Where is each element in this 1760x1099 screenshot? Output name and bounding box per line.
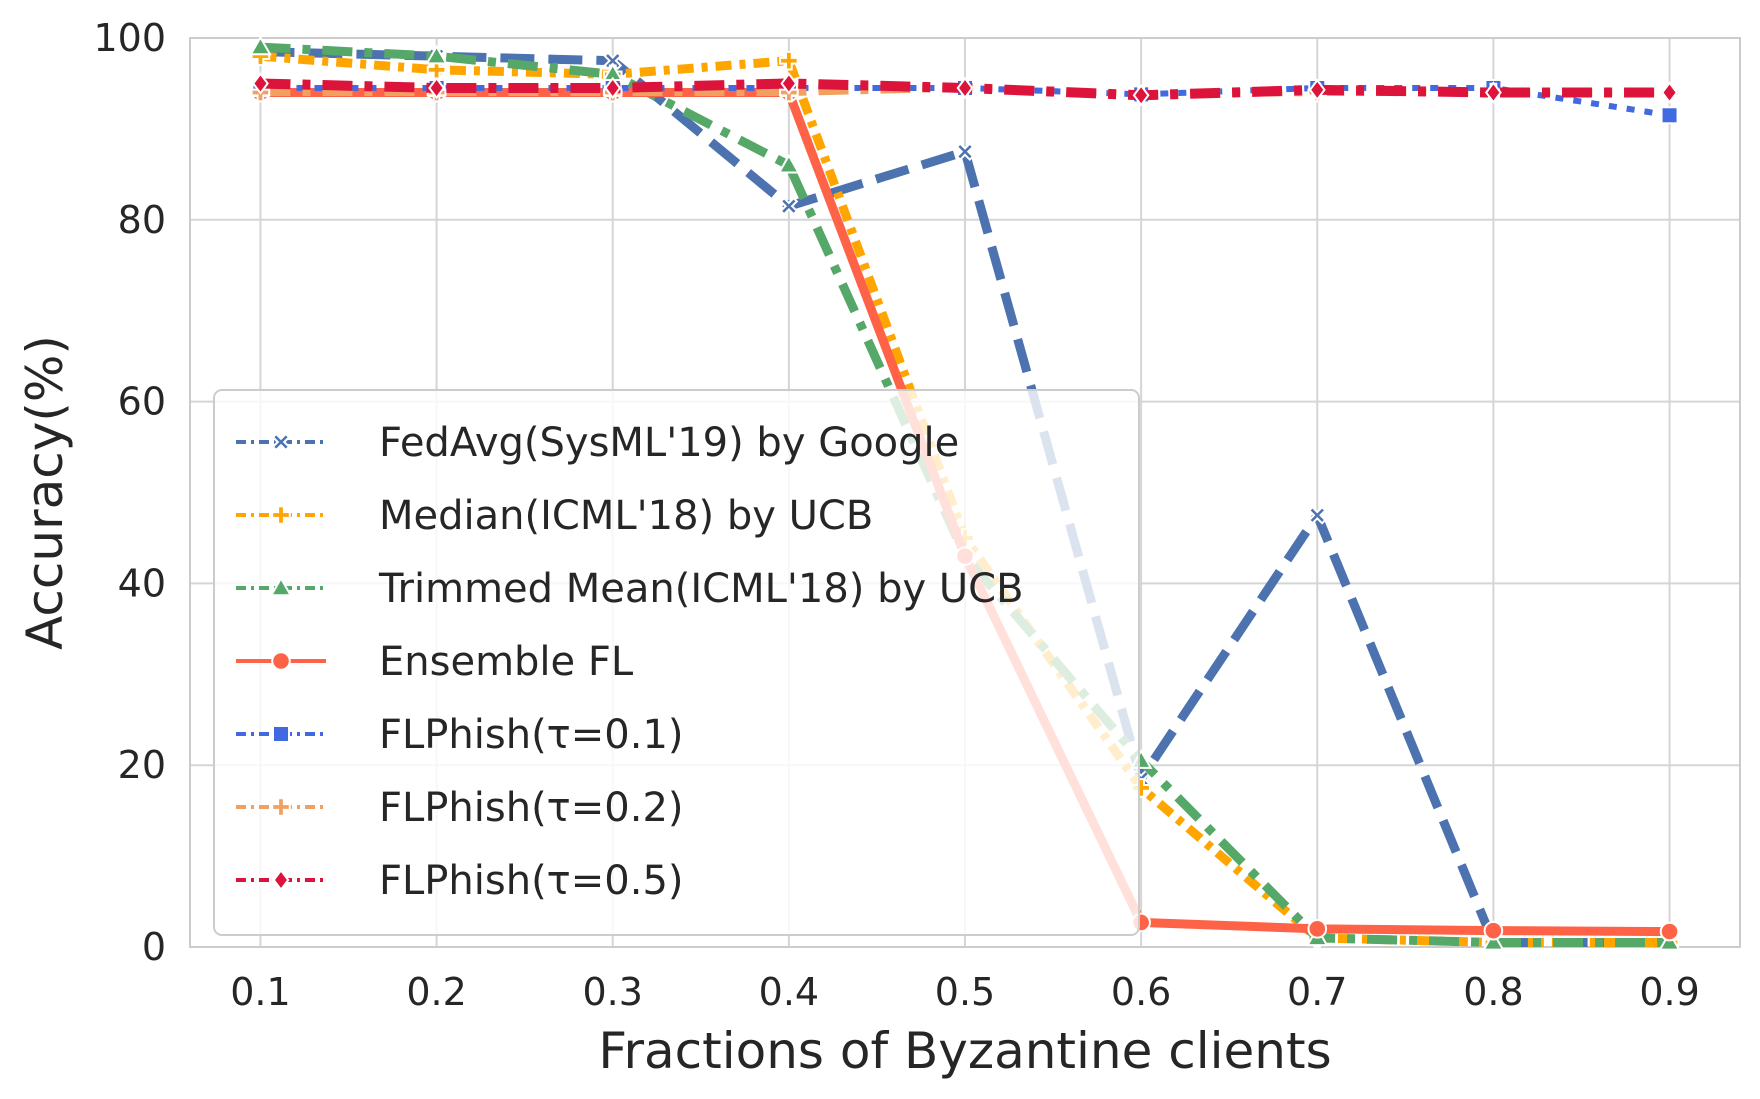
data-point-diamond [780, 72, 798, 95]
legend: FedAvg(SysML'19) by Google Median(ICML'18… [213, 389, 1140, 936]
series-line [260, 42, 1670, 947]
data-point-plus [426, 60, 447, 80]
data-point-x [955, 142, 975, 162]
data-point-circle [1659, 921, 1680, 942]
data-point-diamond [604, 76, 622, 100]
x-tick-label: 0.8 [1463, 970, 1523, 1014]
x-axis-label: Fractions of Byzantine clients [598, 1022, 1331, 1080]
data-point-square [1660, 106, 1679, 125]
series-layer [249, 35, 1681, 953]
data-point-x [1307, 505, 1327, 525]
data-point-plus [271, 797, 291, 817]
legend-item: Trimmed Mean(ICML'18) by UCB [236, 566, 1024, 612]
legend-item: FedAvg(SysML'19) by Google [236, 420, 959, 466]
data-point-triangle [1482, 930, 1505, 951]
data-point-circle [1483, 920, 1504, 941]
legend-item: Median(ICML'18) by UCB [236, 493, 873, 539]
legend-label: FLPhish(τ=0.2) [379, 785, 684, 831]
legend-label: FedAvg(SysML'19) by Google [379, 420, 959, 466]
data-point-diamond [1132, 84, 1150, 107]
y-tick-label: 60 [118, 380, 166, 424]
data-point-circle [271, 651, 291, 671]
x-tick-label: 0.9 [1639, 970, 1699, 1014]
series-6 [252, 72, 1678, 107]
series-line [260, 47, 1670, 947]
data-point-x [603, 51, 623, 71]
y-tick-label: 40 [118, 561, 166, 605]
data-point-circle [1307, 919, 1328, 939]
y-tick-label: 20 [118, 743, 166, 787]
data-point-triangle [425, 44, 448, 65]
legend-item: FLPhish(τ=0.5) [236, 858, 684, 904]
y-tick-label: 100 [93, 16, 166, 60]
x-tick-label: 0.4 [759, 970, 819, 1014]
x-tick-label: 0.1 [230, 970, 290, 1014]
data-point-plus [271, 505, 291, 525]
y-axis-label: Accuracy(%) [16, 335, 74, 650]
data-point-diamond [1484, 81, 1502, 104]
data-point-x [271, 432, 291, 452]
y-tick-labels: 0 20 40 60 80 100 [93, 16, 166, 969]
x-tick-label: 0.7 [1287, 970, 1347, 1014]
x-tick-label: 0.6 [1111, 970, 1171, 1014]
data-point-x [779, 196, 799, 216]
data-point-diamond [956, 76, 974, 100]
data-point-diamond [1308, 78, 1326, 102]
plot-frame [189, 37, 1741, 948]
x-tick-label: 0.5 [935, 970, 995, 1014]
legend-box [213, 389, 1140, 936]
legend-label: FLPhish(τ=0.5) [379, 858, 684, 904]
data-point-triangle [777, 153, 801, 174]
legend-item: Ensemble FL [236, 639, 634, 685]
legend-item: FLPhish(τ=0.2) [236, 785, 684, 831]
y-tick-label: 0 [142, 925, 166, 969]
data-point-diamond [1661, 81, 1678, 104]
legend-label: Ensemble FL [379, 639, 634, 685]
data-point-square [272, 725, 290, 743]
data-point-triangle [249, 35, 272, 56]
data-point-diamond [272, 868, 290, 892]
data-point-diamond [252, 72, 269, 95]
x-tick-labels: 0.1 0.2 0.3 0.4 0.5 0.6 0.7 0.8 0.9 [230, 970, 1700, 1014]
x-tick-label: 0.3 [583, 970, 643, 1014]
data-point-triangle [269, 576, 293, 597]
x-tick-label: 0.2 [406, 970, 466, 1014]
y-tick-label: 80 [118, 198, 166, 242]
legend-label: Trimmed Mean(ICML'18) by UCB [378, 566, 1024, 612]
data-point-diamond [428, 76, 446, 100]
data-point-plus [779, 50, 799, 71]
legend-label: FLPhish(τ=0.1) [379, 712, 684, 758]
legend-label: Median(ICML'18) by UCB [379, 493, 873, 539]
legend-item: FLPhish(τ=0.1) [236, 712, 684, 758]
